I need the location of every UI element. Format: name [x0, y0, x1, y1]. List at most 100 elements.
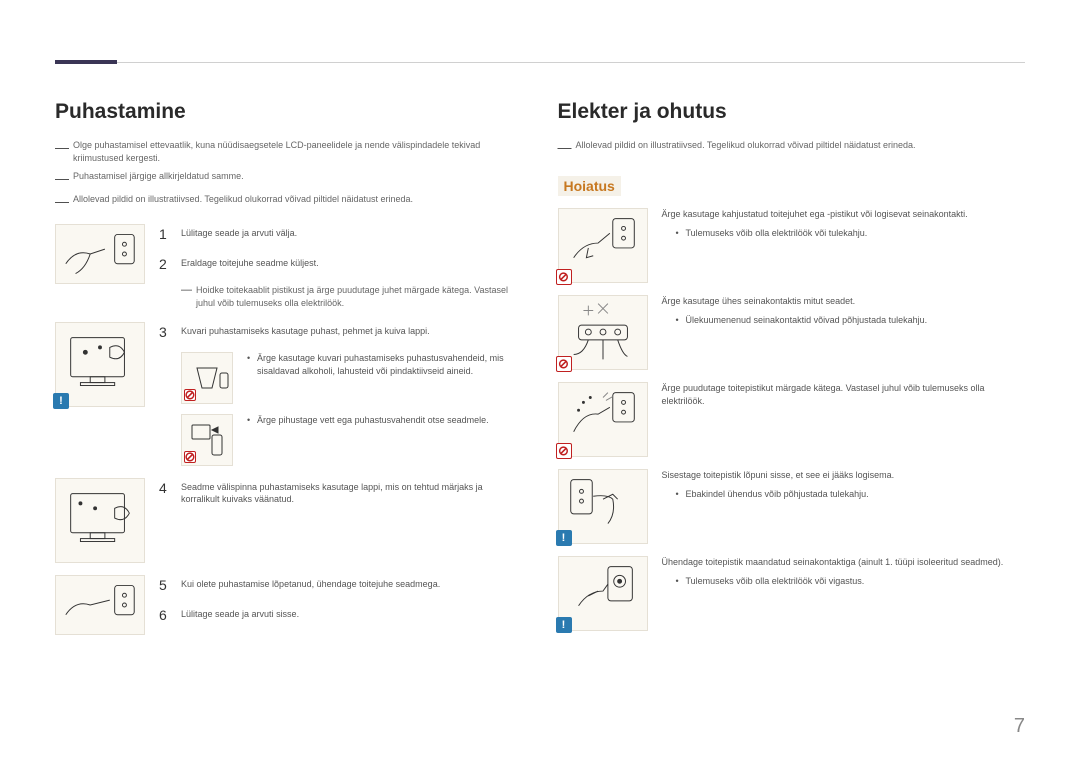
note-line: ― Allolevad pildid on illustratiivsed. T…	[55, 193, 523, 210]
note-text: Allolevad pildid on illustratiivsed. Teg…	[73, 193, 413, 206]
safety-entry: ! Ühendage toitepistik maandatud seinakon…	[558, 556, 1026, 631]
left-column: Puhastamine ― Olge puhastamisel ettevaat…	[55, 100, 523, 647]
entry-content: Ühendage toitepistik maandatud seinakont…	[662, 556, 1026, 594]
bullet-mark: •	[676, 314, 686, 327]
figure-box: !	[558, 469, 648, 544]
forbidden-icon	[184, 451, 196, 463]
figure-box: !	[558, 556, 648, 631]
numbered-item: 3 Kuvari puhastamiseks kasutage puhast, …	[159, 322, 523, 342]
numbered-item: 2 Eraldage toitejuhe seadme küljest.	[159, 254, 523, 274]
safety-entry: Ärge puudutage toitepistikut märgade kät…	[558, 382, 1026, 457]
bullet-text: Ülekuumenenud seinakontaktid võivad põhj…	[686, 314, 928, 327]
step-text: Seadme välispinna puhastamiseks kasutage…	[181, 478, 523, 506]
entry-text: Ärge kasutage kahjustatud toitejuhet ega…	[662, 208, 1026, 221]
entry-content: Ärge kasutage kahjustatud toitejuhet ega…	[662, 208, 1026, 246]
right-column: Elekter ja ohutus ― Allolevad pildid on …	[558, 100, 1026, 647]
dash-icon: ―	[55, 139, 69, 156]
figure-box	[55, 478, 145, 563]
step-number: 6	[159, 605, 181, 625]
bullet-item: • Ärge pihustage vett ega puhastusvahend…	[247, 414, 489, 427]
forbidden-icon	[556, 269, 572, 285]
page-number: 7	[1014, 715, 1025, 738]
step-number: 3	[159, 322, 181, 342]
entry-content: Ärge kasutage ühes seinakontaktis mitut …	[662, 295, 1026, 333]
bullet-list: •Tulemuseks võib olla elektrilöök või tu…	[662, 227, 1026, 240]
sub-figure-row: • Ärge pihustage vett ega puhastusvahend…	[181, 414, 523, 466]
info-icon: !	[556, 530, 572, 546]
bullet-mark: •	[676, 575, 686, 588]
step-content: 4 Seadme välispinna puhastamiseks kasuta…	[159, 478, 523, 516]
bullet-text: Ärge pihustage vett ega puhastusvahendit…	[257, 414, 489, 427]
step-block: 5 Kui olete puhastamise lõpetanud, ühend…	[55, 575, 523, 636]
dash-icon: ―	[55, 170, 69, 187]
figure-box	[558, 382, 648, 457]
figure-box	[558, 208, 648, 283]
note-text: Allolevad pildid on illustratiivsed. Teg…	[576, 139, 916, 152]
illustration-no-chemicals	[181, 352, 233, 404]
figure-box	[558, 295, 648, 370]
bullet-mark: •	[676, 227, 686, 240]
section-title-cleaning: Puhastamine	[55, 100, 523, 124]
header-marker	[55, 60, 117, 64]
illustration-no-spray	[181, 414, 233, 466]
sub-note: ― Hoidke toitekaablit pistikust ja ärge …	[181, 284, 523, 309]
step-block: ! 3 Kuvari puhastamiseks kasutage puhast…	[55, 322, 523, 466]
safety-entry: ! Sisestage toitepistik lõpuni sisse, et …	[558, 469, 1026, 544]
forbidden-icon	[556, 356, 572, 372]
step-content: 5 Kui olete puhastamise lõpetanud, ühend…	[159, 575, 523, 636]
note-line: ― Allolevad pildid on illustratiivsed. T…	[558, 139, 1026, 156]
illustration-wipe-exterior	[55, 478, 145, 563]
bullet-item: •Tulemuseks võib olla elektrilöök või vi…	[676, 575, 1026, 588]
step-block: 1 Lülitage seade ja arvuti välja. 2 Eral…	[55, 224, 523, 310]
step-number: 1	[159, 224, 181, 244]
section-title-electricity: Elekter ja ohutus	[558, 100, 1026, 124]
note-line: ― Puhastamisel järgige allkirjeldatud sa…	[55, 170, 523, 187]
bullet-mark: •	[247, 352, 257, 378]
sub-note-text: Hoidke toitekaablit pistikust ja ärge pu…	[196, 284, 523, 309]
dash-icon: ―	[55, 193, 69, 210]
bullet-text: Ebakindel ühendus võib põhjustada tuleka…	[686, 488, 869, 501]
entry-text: Sisestage toitepistik lõpuni sisse, et s…	[662, 469, 1026, 482]
note-text: Puhastamisel järgige allkirjeldatud samm…	[73, 170, 244, 183]
info-icon: !	[53, 393, 69, 409]
page-content: Puhastamine ― Olge puhastamisel ettevaat…	[55, 60, 1025, 647]
note-text: Olge puhastamisel ettevaatlik, kuna nüüd…	[73, 139, 523, 164]
entry-text: Ärge puudutage toitepistikut märgade kät…	[662, 382, 1026, 408]
info-icon: !	[556, 617, 572, 633]
step-text: Kui olete puhastamise lõpetanud, ühendag…	[181, 575, 440, 595]
bullet-list: •Ülekuumenenud seinakontaktid võivad põh…	[662, 314, 1026, 327]
bullet-text: Tulemuseks võib olla elektrilöök või vig…	[686, 575, 865, 588]
step-text: Lülitage seade ja arvuti välja.	[181, 224, 297, 244]
sub-figure-row: • Ärge kasutage kuvari puhastamiseks puh…	[181, 352, 523, 404]
step-text: Eraldage toitejuhe seadme küljest.	[181, 254, 319, 274]
illustration-unplug	[55, 224, 145, 284]
bullet-text: Ärge kasutage kuvari puhastamiseks puhas…	[257, 352, 523, 378]
forbidden-icon	[184, 389, 196, 401]
step-content: 1 Lülitage seade ja arvuti välja. 2 Eral…	[159, 224, 523, 310]
bullet-item: •Ebakindel ühendus võib põhjustada tulek…	[676, 488, 1026, 501]
bullet-item: •Ülekuumenenud seinakontaktid võivad põh…	[676, 314, 1026, 327]
safety-entries: Ärge kasutage kahjustatud toitejuhet ega…	[558, 208, 1026, 631]
entry-content: Sisestage toitepistik lõpuni sisse, et s…	[662, 469, 1026, 507]
numbered-item: 4 Seadme välispinna puhastamiseks kasuta…	[159, 478, 523, 506]
dash-icon: ―	[181, 284, 192, 309]
step-number: 2	[159, 254, 181, 274]
bullet-item: •Tulemuseks võib olla elektrilöök või tu…	[676, 227, 1026, 240]
bullet-text: Tulemuseks võib olla elektrilöök või tul…	[686, 227, 868, 240]
illustration-plug-in	[55, 575, 145, 635]
figure-box: !	[55, 322, 145, 407]
step-content: 3 Kuvari puhastamiseks kasutage puhast, …	[159, 322, 523, 466]
numbered-item: 5 Kui olete puhastamise lõpetanud, ühend…	[159, 575, 523, 595]
forbidden-icon	[556, 443, 572, 459]
dash-icon: ―	[558, 139, 572, 156]
safety-entry: Ärge kasutage ühes seinakontaktis mitut …	[558, 295, 1026, 370]
numbered-item: 6 Lülitage seade ja arvuti sisse.	[159, 605, 523, 625]
step-number: 4	[159, 478, 181, 506]
entry-text: Ühendage toitepistik maandatud seinakont…	[662, 556, 1026, 569]
bullet-mark: •	[247, 414, 257, 427]
step-text: Lülitage seade ja arvuti sisse.	[181, 605, 299, 625]
figure-box	[55, 575, 145, 635]
bullet-list: •Ebakindel ühendus võib põhjustada tulek…	[662, 488, 1026, 501]
step-block: 4 Seadme välispinna puhastamiseks kasuta…	[55, 478, 523, 563]
note-line: ― Olge puhastamisel ettevaatlik, kuna nü…	[55, 139, 523, 164]
